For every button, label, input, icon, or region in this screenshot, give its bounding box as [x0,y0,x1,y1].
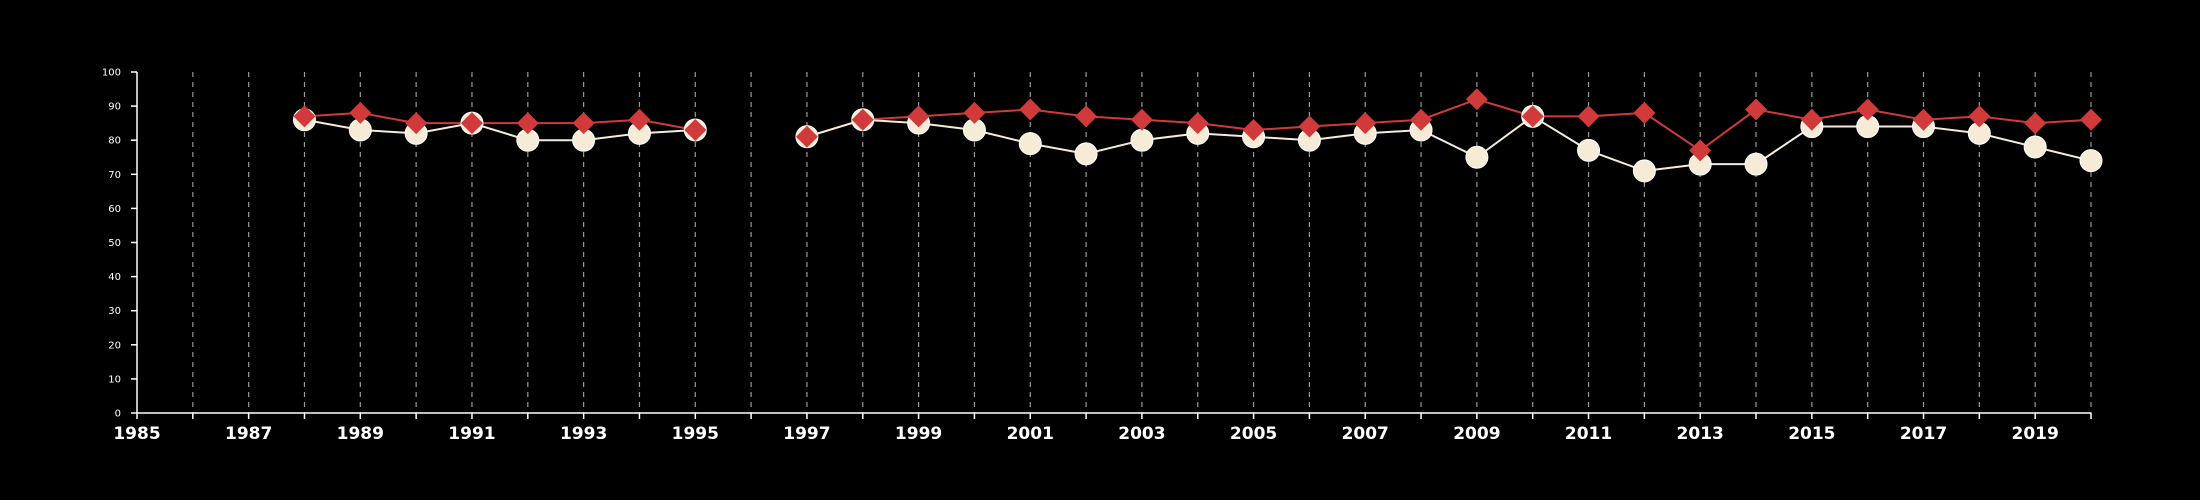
y-tick-label-100: 100 [102,68,121,79]
series-2-line-segment-2 [806,115,2092,172]
series-2-point-2002 [1074,142,1098,166]
x-tick-label-1999: 1999 [895,424,942,444]
series-2-point-2014 [1744,152,1768,176]
x-tick-label-2009: 2009 [1453,424,1500,444]
x-tick-label-2005: 2005 [1230,424,1277,444]
x-tick-label-2001: 2001 [1007,424,1054,444]
series-1-point-1999 [907,105,930,128]
x-tick-label-1997: 1997 [783,424,830,444]
series-1-point-1997 [795,125,818,148]
x-tick-label-2013: 2013 [1677,424,1724,444]
series-1-point-2004 [1186,112,1209,135]
series-1-point-2009 [1465,88,1488,111]
x-tick-label-2011: 2011 [1565,424,1612,444]
series-1-point-2014 [1745,98,1768,121]
series-1-point-2010 [1521,105,1544,128]
x-tick-label-2003: 2003 [1118,424,1165,444]
y-tick-label-80: 80 [108,136,121,147]
series-1-point-2016 [1856,98,1879,121]
series-1-point-2002 [1075,105,1098,128]
series-1-point-1993 [572,112,595,135]
y-tick-label-90: 90 [108,102,121,113]
series-1-point-1991 [460,112,483,135]
series-layer [292,88,2103,183]
series-1-point-1998 [851,108,874,131]
y-tick-label-50: 50 [108,238,121,249]
x-tick-label-2015: 2015 [1788,424,1835,444]
y-tick-label-30: 30 [108,306,121,317]
series-1-point-2006 [1298,115,1321,138]
series-2-point-2003 [1130,128,1154,152]
y-tick-label-40: 40 [108,272,121,283]
series-1-point-1989 [349,101,372,124]
series-1-point-2020 [2080,108,2102,131]
series-1-point-2005 [1242,118,1265,141]
series-2-point-2001 [1018,132,1042,156]
x-tick-label-1985: 1985 [113,424,160,444]
series-1-point-2000 [963,101,986,124]
series-2-point-2009 [1465,145,1489,169]
series-1-point-2013 [1689,139,1712,162]
series-1-point-2011 [1577,105,1600,128]
x-tick-label-2017: 2017 [1900,424,1947,444]
x-tick-label-2019: 2019 [2012,424,2059,444]
grid-layer [192,72,2092,413]
series-1-point-2008 [1410,108,1433,131]
series-1-point-2017 [1912,108,1935,131]
series-1-point-1988 [293,105,316,128]
series-1-point-1990 [405,112,428,135]
series-1-point-1995 [684,118,707,141]
series-1-point-2001 [1019,98,1042,121]
x-tick-label-1993: 1993 [560,424,607,444]
series-1-point-2003 [1130,108,1153,131]
x-tick-label-1995: 1995 [672,424,719,444]
series-1-point-2007 [1354,112,1377,135]
series-1-point-2018 [1968,105,1991,128]
y-tick-label-10: 10 [108,374,121,385]
series-2-point-2020 [2079,149,2103,173]
y-tick-label-60: 60 [108,204,121,215]
series-2-point-2019 [2023,135,2047,159]
series-1-point-1994 [628,108,651,131]
x-tick-label-1991: 1991 [448,424,495,444]
series-1-point-1992 [516,112,539,135]
y-tick-label-0: 0 [115,409,121,420]
x-tick-label-2007: 2007 [1342,424,1389,444]
series-2-point-2012 [1632,159,1656,183]
series-1-point-2019 [2024,112,2047,135]
series-1-point-2015 [1800,108,1823,131]
axis-layer: 0 10 20 30 40 50 60 70 80 90 100 1985 1987 1989 1991 19… [102,68,2092,444]
x-tick-label-1989: 1989 [337,424,384,444]
series-2-point-2011 [1577,138,1601,162]
x-tick-label-1987: 1987 [225,424,272,444]
series-1-point-2012 [1633,101,1656,124]
y-tick-label-70: 70 [108,170,121,181]
y-tick-label-20: 20 [108,340,121,351]
